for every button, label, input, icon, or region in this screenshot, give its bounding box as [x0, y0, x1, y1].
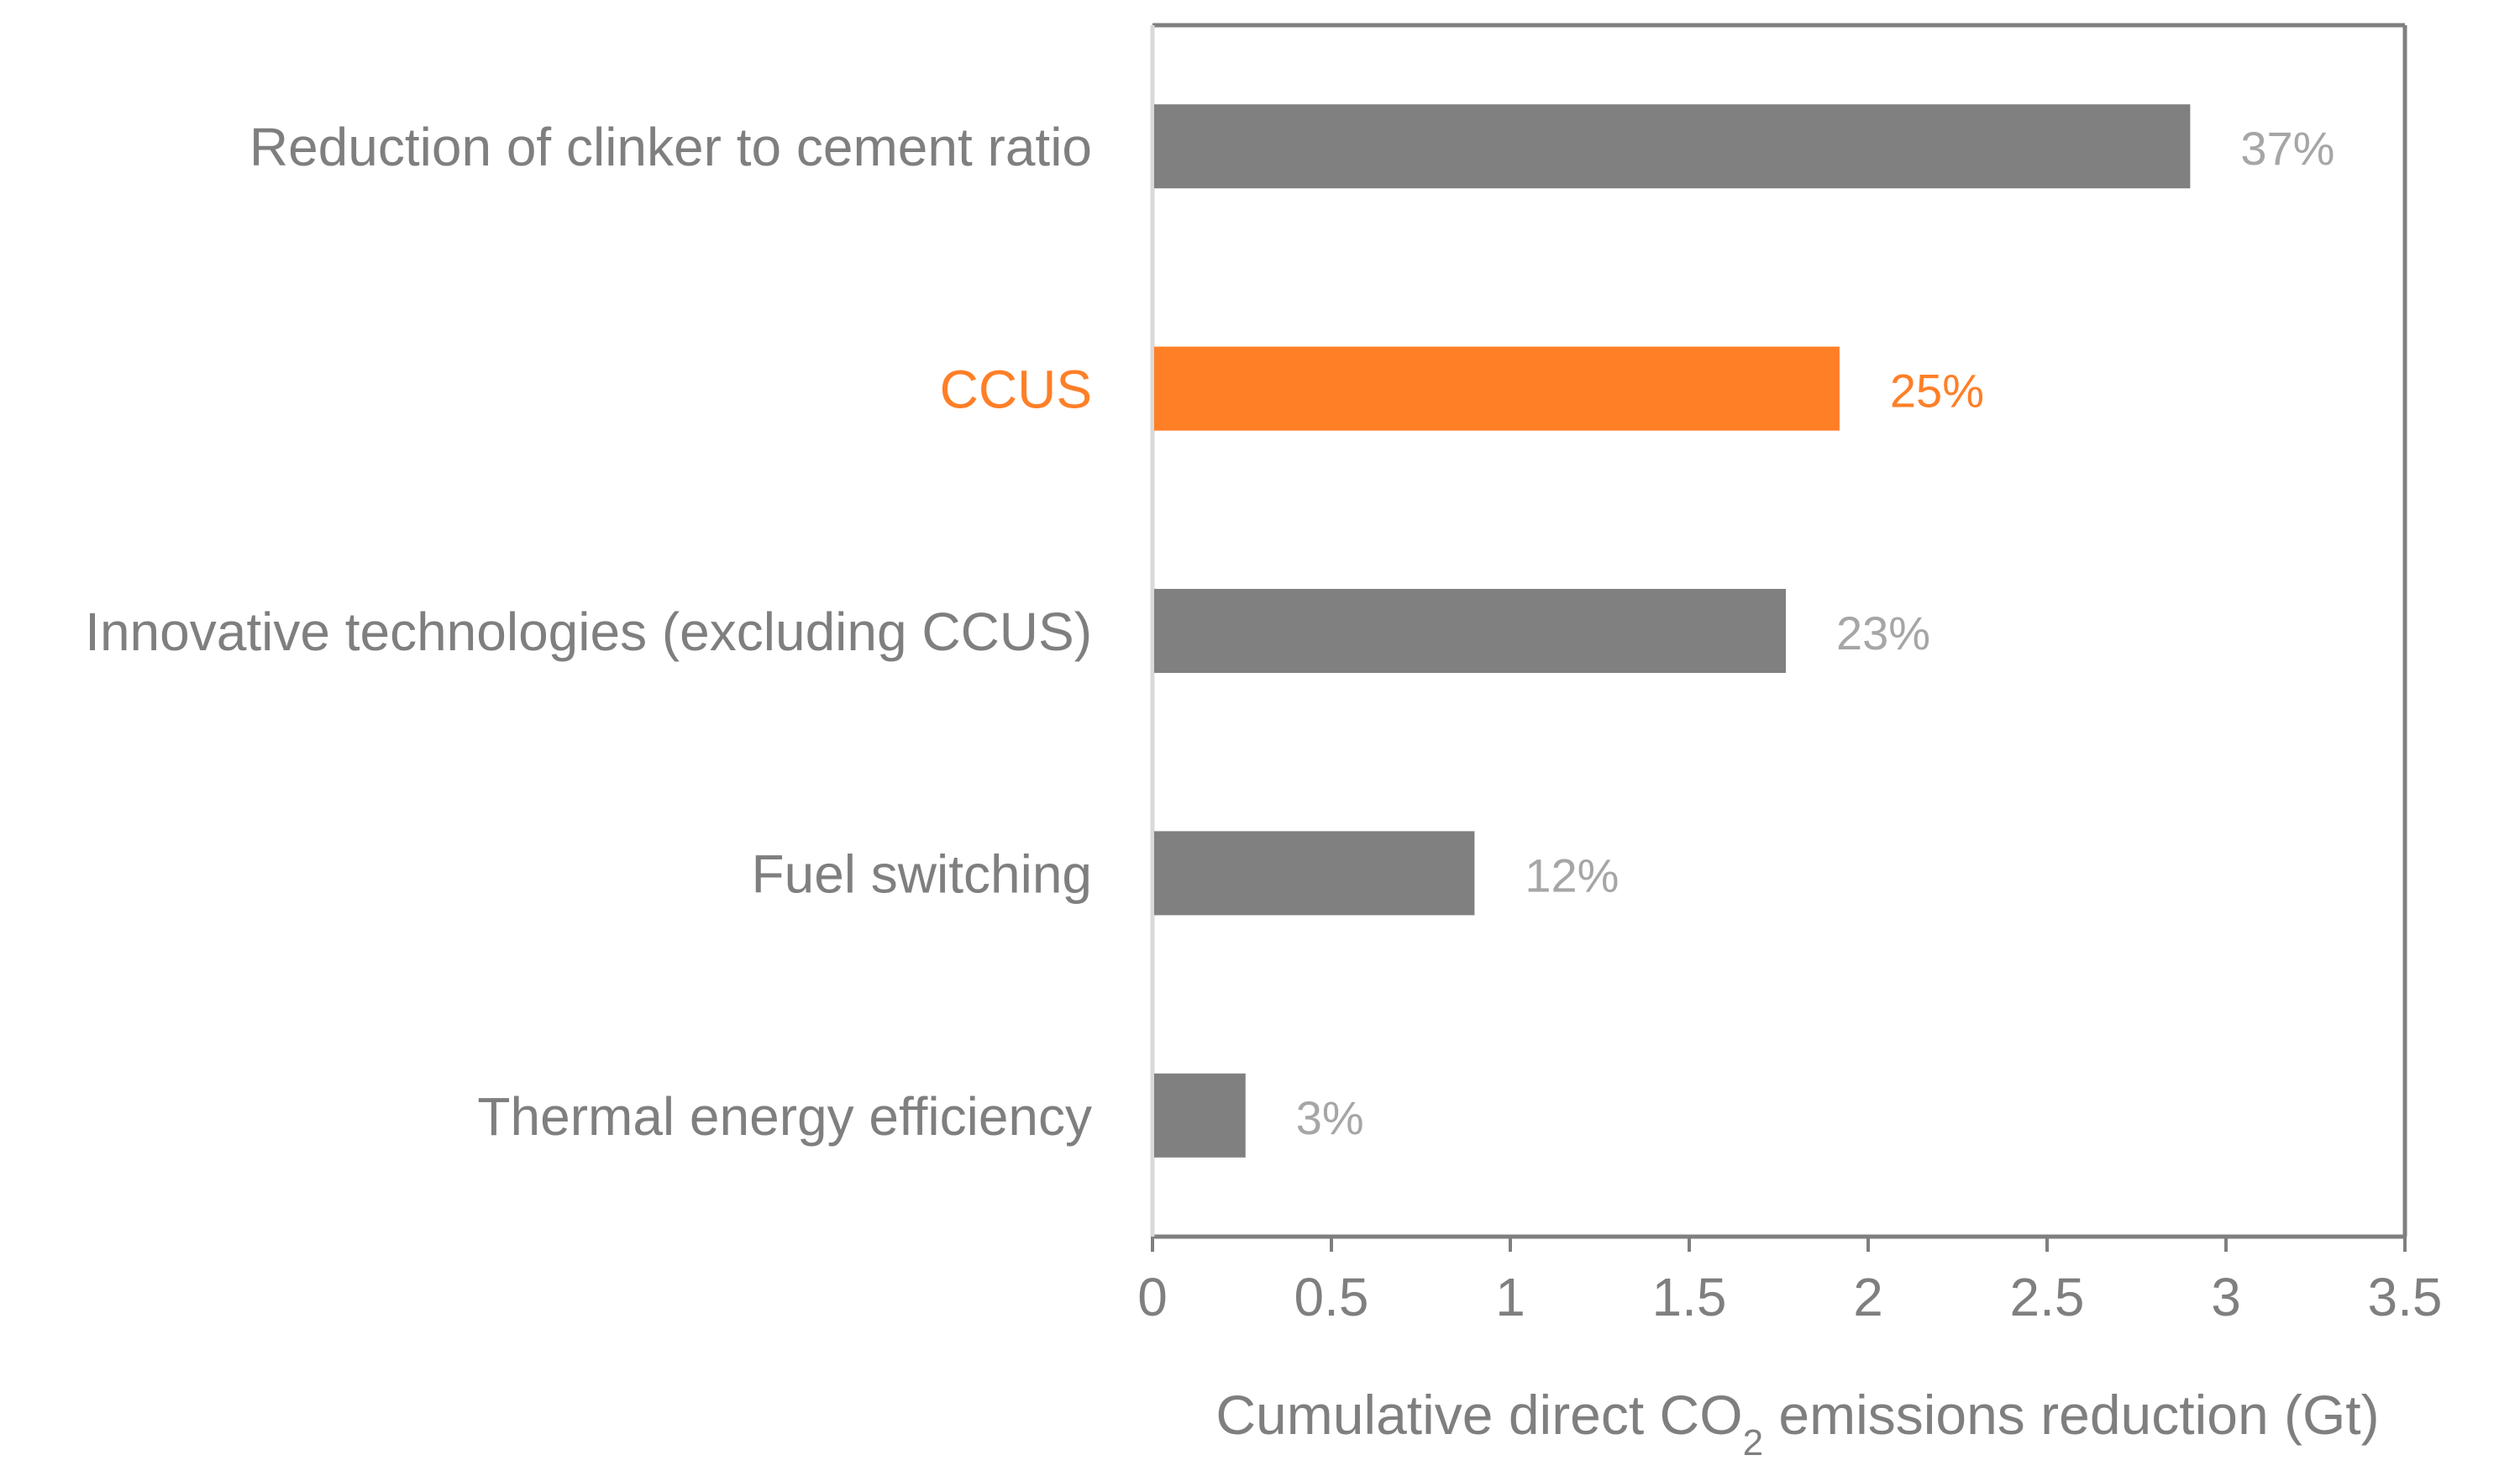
- data-labels-group: 37% 25% 23% 12% 3%: [1296, 122, 2335, 1144]
- x-axis-title-suffix: emissions reduction (Gt): [1763, 1384, 2380, 1446]
- x-tick-label-4: 2: [1853, 1267, 1883, 1327]
- x-tick-label-1: 0.5: [1294, 1267, 1369, 1327]
- x-axis-title-subscript: 2: [1743, 1422, 1763, 1463]
- x-tick-label-2: 1: [1495, 1267, 1525, 1327]
- category-label-4: Thermal energy efficiency: [477, 1086, 1092, 1147]
- x-tick-label-6: 3: [2211, 1267, 2241, 1327]
- data-label-2: 23%: [1836, 607, 1930, 659]
- bars-group: [1154, 104, 2191, 1158]
- bar-3: [1154, 831, 1475, 916]
- bar-4: [1154, 1073, 1246, 1158]
- data-label-3: 12%: [1525, 848, 1619, 901]
- category-label-3: Fuel switching: [752, 843, 1093, 904]
- category-label-0: Reduction of clinker to cement ratio: [249, 117, 1092, 177]
- x-axis-title-prefix: Cumulative direct CO: [1215, 1384, 1742, 1446]
- bar-2: [1154, 589, 1787, 673]
- x-axis-ticks-group: 0 0.5 1 1.5 2 2.5 3 3.5: [1137, 1237, 2442, 1327]
- x-axis-title: Cumulative direct CO2 emissions reductio…: [1215, 1384, 2379, 1463]
- data-label-0: 37%: [2240, 122, 2334, 175]
- bar-1: [1154, 346, 1840, 431]
- x-tick-label-3: 1.5: [1652, 1267, 1727, 1327]
- plot-frame-group: [1150, 23, 2407, 1239]
- category-labels-group: Reduction of clinker to cement ratio CCUS…: [85, 117, 1092, 1147]
- category-label-1: CCUS: [940, 360, 1092, 420]
- data-label-4: 3%: [1296, 1091, 1364, 1144]
- x-tick-label-0: 0: [1137, 1267, 1168, 1327]
- x-tick-label-7: 3.5: [2368, 1267, 2443, 1327]
- category-label-2: Innovative technologies (excluding CCUS): [85, 602, 1092, 662]
- x-tick-label-5: 2.5: [2010, 1267, 2085, 1327]
- data-label-1: 25%: [1890, 365, 1984, 418]
- bar-0: [1154, 104, 2191, 189]
